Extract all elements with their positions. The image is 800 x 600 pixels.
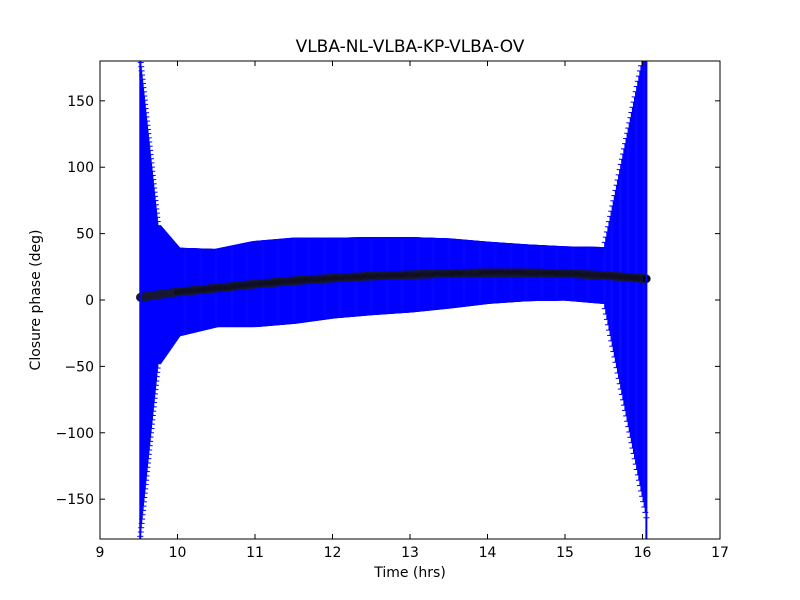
x-tick-label: 17 (711, 545, 729, 561)
x-axis-label: Time (hrs) (373, 565, 446, 581)
axes: 9 10 11 12 13 14 15 16 17 −150 −100 −50 0 50 100 150 (56, 60, 729, 561)
x-tick-label: 12 (324, 545, 342, 561)
x-tick-label: 11 (246, 545, 264, 561)
y-tick-label: 150 (67, 94, 94, 110)
x-tick-label: 16 (634, 545, 652, 561)
plot-area (136, 61, 651, 539)
y-tick-label: 50 (76, 227, 94, 243)
chart-title: VLBA-NL-VLBA-KP-VLBA-OV (296, 37, 525, 57)
y-tick-label: 0 (85, 293, 94, 309)
x-tick-label: 10 (169, 545, 187, 561)
y-tick-label: −150 (56, 492, 94, 508)
y-tick-label: 100 (67, 160, 94, 176)
y-tick-label: −50 (64, 359, 94, 375)
y-axis-label: Closure phase (deg) (28, 230, 44, 371)
plot-content (136, 61, 651, 539)
x-tick-label: 13 (401, 545, 419, 561)
x-tick-label: 14 (479, 545, 497, 561)
y-tick-label: −100 (56, 426, 94, 442)
x-tick-label: 15 (556, 545, 574, 561)
x-tick-label: 9 (96, 545, 105, 561)
